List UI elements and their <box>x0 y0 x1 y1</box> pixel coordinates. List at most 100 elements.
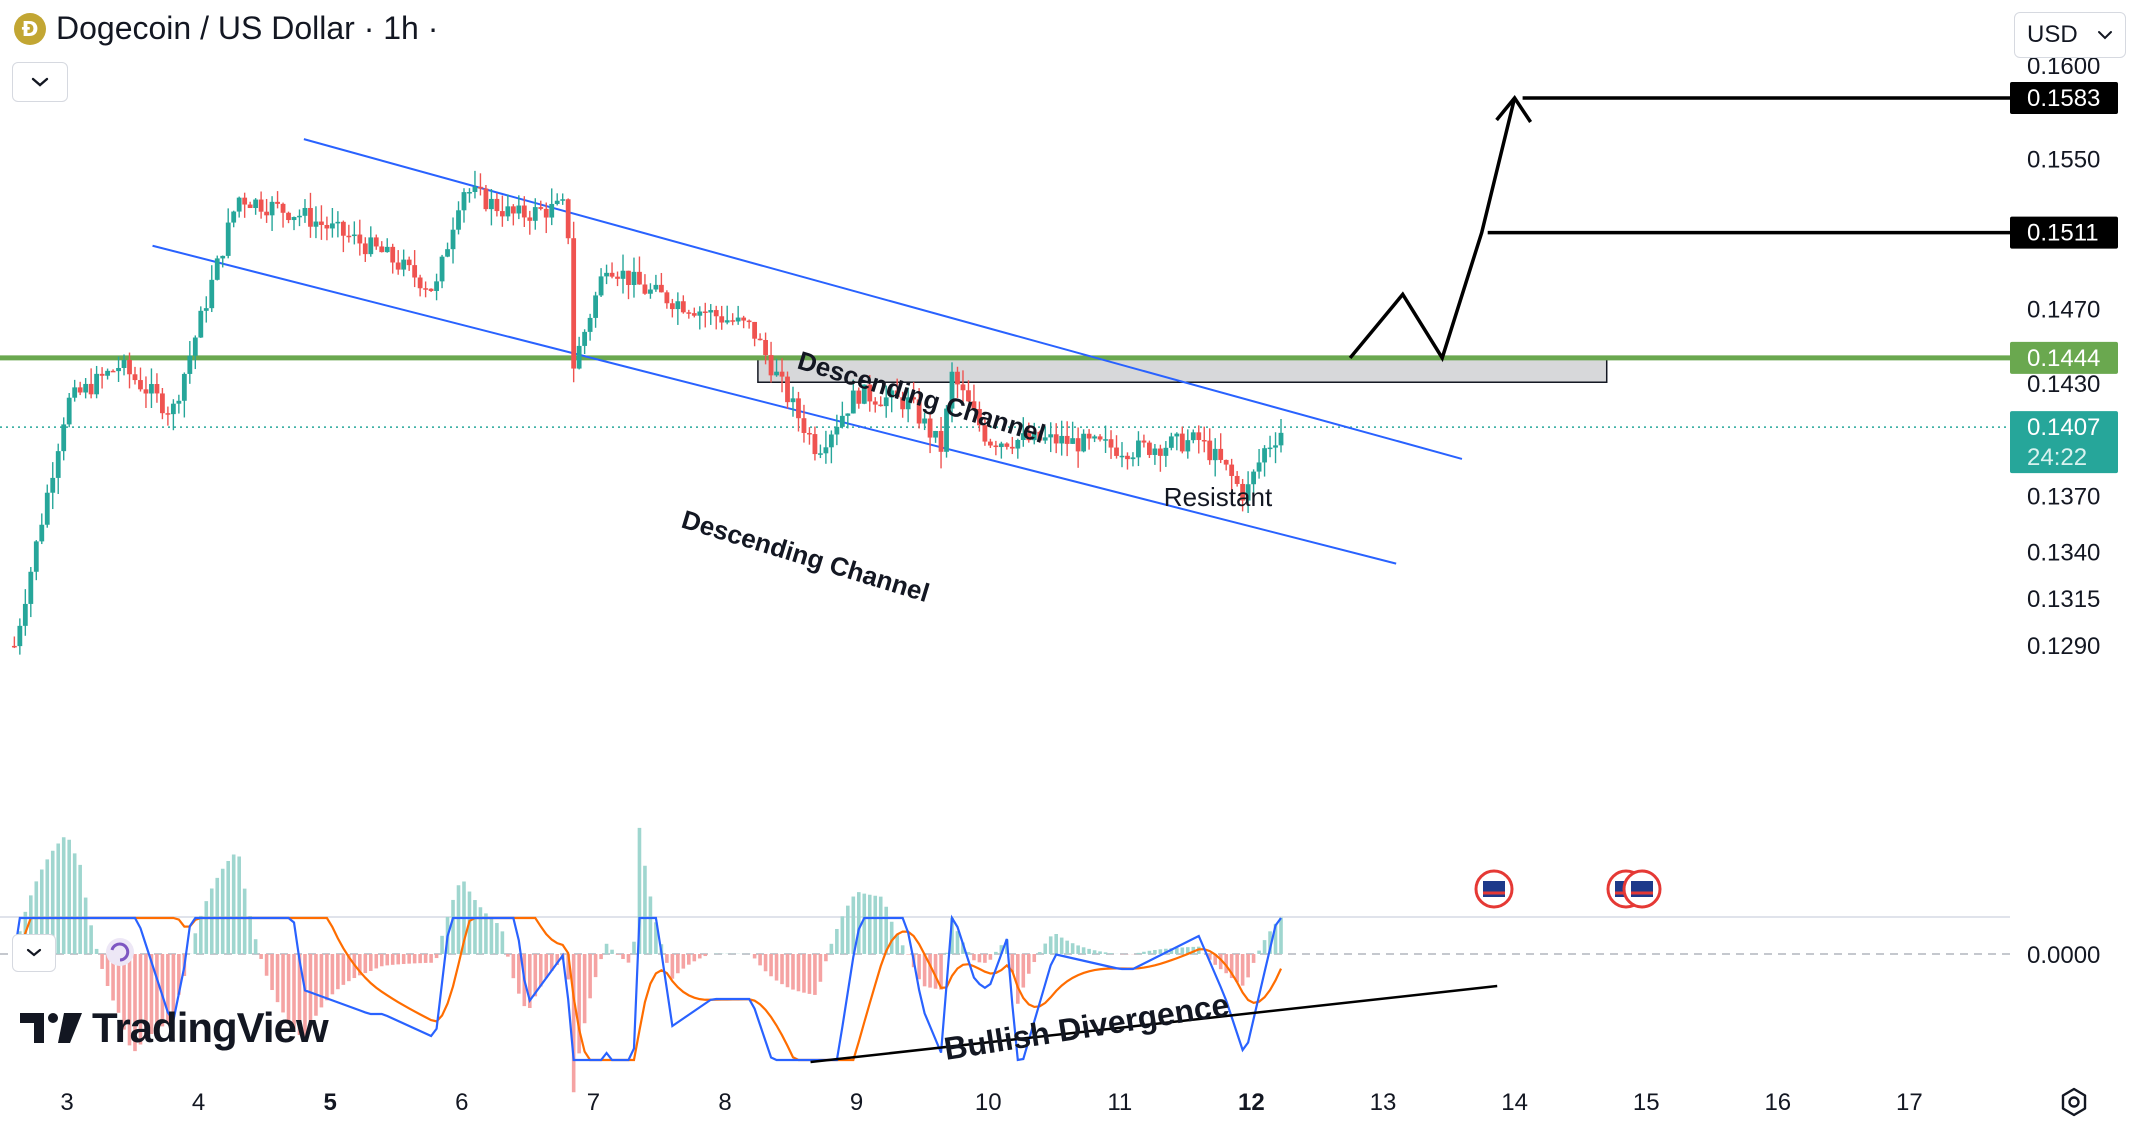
x-tick-label: 4 <box>192 1089 205 1116</box>
candle-body-down <box>796 398 801 419</box>
channel-upper-line <box>303 138 1463 460</box>
candle-body-down <box>867 384 873 402</box>
x-tick-label: 5 <box>324 1089 337 1116</box>
candle-body-down <box>1053 434 1059 444</box>
candle-body-up <box>1267 447 1273 450</box>
candle-body-down <box>160 393 165 414</box>
candle-body-up <box>516 205 522 214</box>
candle-body-down <box>494 198 500 212</box>
candle-body-up <box>401 259 407 270</box>
candle-body-down <box>324 224 330 229</box>
candle-body-up <box>790 398 796 403</box>
candle-body-down <box>132 374 138 381</box>
target-2-tag-bg <box>2010 82 2118 114</box>
candle-body-up <box>598 276 604 296</box>
support-tag: 0.1444 <box>2027 345 2100 372</box>
candle-body-up <box>368 237 374 255</box>
bullish-divergence-line <box>810 984 1498 1064</box>
candle-body-up <box>456 210 461 230</box>
symbol-title: Dogecoin / US Dollar · 1h · <box>56 10 439 46</box>
candle-body-up <box>39 524 45 542</box>
candle-body-down <box>1037 431 1043 441</box>
macd-zero-label: 0.0000 <box>2027 942 2100 969</box>
collapse-indicator-button[interactable] <box>12 934 56 972</box>
candle-body-down <box>247 204 253 209</box>
candle-body-down <box>286 212 291 221</box>
candle-body-up <box>467 192 472 194</box>
symbol-header[interactable]: Ð Dogecoin / US Dollar · 1h · <box>14 10 438 47</box>
candle-body-up <box>549 203 555 218</box>
candle-body-up <box>1048 434 1054 438</box>
candle-body-down <box>960 384 966 391</box>
countdown-tag: 24:22 <box>2027 444 2087 471</box>
x-tick-label: 10 <box>975 1089 1002 1116</box>
x-tick-label: 8 <box>718 1089 731 1116</box>
candle-body-up <box>944 408 949 452</box>
candle-body-down <box>258 199 264 212</box>
collapse-legend-button[interactable] <box>12 62 68 102</box>
candle-body-down <box>1223 459 1229 465</box>
candle-body-up <box>883 397 889 407</box>
candle-body-up <box>187 355 193 374</box>
candle-body-up <box>214 258 220 280</box>
candle-body-down <box>478 186 483 189</box>
candle-body-down <box>565 199 571 239</box>
candle-body-up <box>203 308 209 311</box>
candle-body-up <box>576 345 582 369</box>
candle-body-up <box>1020 433 1026 440</box>
candle-body-up <box>335 221 341 224</box>
candle-body-down <box>1009 446 1015 449</box>
candle-body-up <box>582 331 588 346</box>
candle-body-down <box>412 265 418 278</box>
candle-body-down <box>626 270 631 285</box>
candle-body-up <box>94 373 100 395</box>
y-tick-label: 0.1315 <box>2027 586 2100 613</box>
candle-body-up <box>445 249 450 257</box>
candle-body-down <box>872 401 878 405</box>
candle-body-up <box>1278 432 1284 446</box>
target-1-tag: 0.1511 <box>2027 220 2099 247</box>
candle-body-down <box>719 316 725 323</box>
candle-body-down <box>308 207 313 227</box>
candle-body-up <box>560 199 566 201</box>
candle-body-up <box>329 223 335 229</box>
candle-body-up <box>850 390 856 414</box>
candle-body-down <box>779 371 785 377</box>
candle-body-up <box>351 234 357 237</box>
currency-selector[interactable]: USD <box>2014 12 2126 58</box>
candle-body-down <box>510 206 516 214</box>
candle-body-up <box>1245 484 1251 501</box>
candle-body-down <box>1147 442 1152 455</box>
candle-body-down <box>1004 443 1010 447</box>
candle-body-up <box>1103 439 1108 441</box>
candle-body-up <box>861 384 867 404</box>
candle-body-down <box>691 313 697 316</box>
candle-body-up <box>1163 447 1169 456</box>
candle-body-down <box>993 445 999 448</box>
candle-body-up <box>28 571 34 604</box>
currency-label: USD <box>2027 21 2078 48</box>
candle-body-down <box>768 355 774 376</box>
candle-body-up <box>1212 448 1218 461</box>
candle-body-up <box>631 271 637 285</box>
candle-body-down <box>741 317 747 321</box>
x-tick-label: 13 <box>1370 1089 1397 1116</box>
candle-body-up <box>439 256 445 282</box>
support-tag-bg <box>2010 341 2118 374</box>
candle-body-down <box>390 246 396 263</box>
flag-canton <box>1483 881 1505 897</box>
candle-body-down <box>521 205 527 218</box>
candle-body-up <box>1042 437 1048 441</box>
target-2-tag: 0.1583 <box>2027 85 2100 112</box>
resistance-label: Resistant <box>1164 482 1273 512</box>
y-tick-label: 0.1550 <box>2027 147 2100 174</box>
settings-gear-icon[interactable] <box>2058 1086 2090 1118</box>
tradingview-logo[interactable]: TradingView <box>20 1004 329 1052</box>
candle-body-up <box>593 295 598 318</box>
candle-body-up <box>1092 436 1097 439</box>
candle-body-down <box>785 376 790 403</box>
candle-body-down <box>894 390 900 398</box>
candle-body-down <box>1201 440 1207 442</box>
candle-body-down <box>423 288 429 290</box>
